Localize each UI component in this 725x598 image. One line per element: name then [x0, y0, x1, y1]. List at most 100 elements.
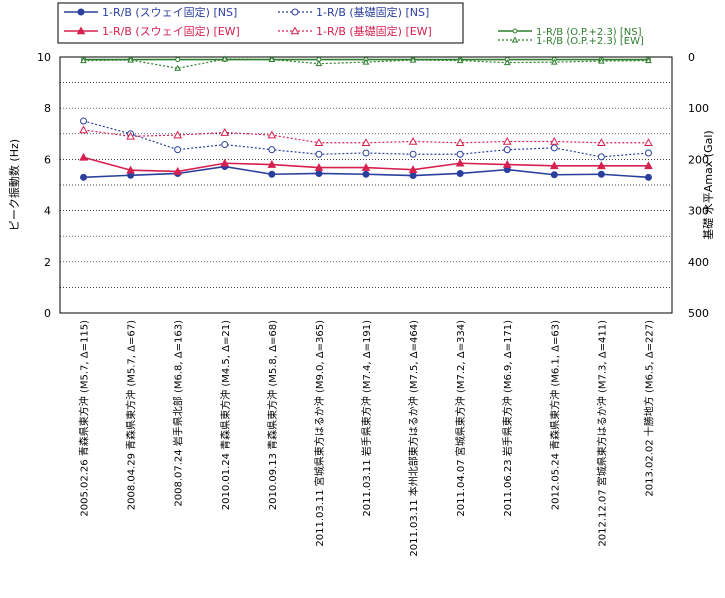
legend-item: 1-R/B (スウェイ固定) [EW] [64, 24, 240, 38]
y-axis-right: 0 100 200 300 400 500 [688, 51, 709, 320]
data-point [314, 163, 324, 171]
legend-label: 1-R/B (スウェイ固定) [NS] [102, 5, 237, 19]
data-point [502, 159, 512, 168]
data-point [174, 64, 182, 71]
data-point [267, 159, 277, 168]
x-tick-label: 2011.03.11 本州北部東方はるか沖 (M7.5, Δ=464) [407, 320, 420, 557]
x-axis-labels: 2005.02.26 青森県東方沖 (M5.7, Δ=115) 2008.04.2… [78, 320, 656, 557]
data-point [77, 8, 85, 16]
legend-box [57, 2, 464, 44]
data-point [550, 58, 558, 65]
data-point [80, 117, 88, 125]
data-point [597, 153, 605, 161]
legend-label: 1-R/B (O.P.+2.3) [EW] [536, 36, 644, 47]
data-point [315, 60, 323, 67]
legend-item: 1-R/B (スウェイ固定) [NS] [64, 5, 237, 19]
data-point [268, 146, 276, 154]
data-point [361, 163, 371, 171]
x-tick-label: 2008.04.29 青森県東方沖 (M5.7, Δ=67) [125, 320, 138, 510]
data-point [267, 130, 277, 139]
y2-tick-label: 300 [688, 205, 709, 218]
data-point [126, 165, 135, 174]
data-point [268, 170, 276, 178]
data-point [456, 57, 464, 64]
data-point [511, 36, 519, 43]
x-tick-label: 2011.06.23 岩手県東方沖 (M6.9, Δ=171) [501, 320, 514, 517]
data-point [549, 136, 559, 145]
y-tick-label: 6 [44, 153, 51, 166]
plot-area [59, 56, 673, 314]
y-axis-left: 0 2 4 6 8 10 [37, 51, 51, 320]
data-point [80, 173, 88, 181]
y2-axis-label: 基礎 水平Amax (Gal) [702, 130, 715, 239]
y-axis-label: ピーク振動数 (Hz) [7, 139, 21, 231]
x-tick-label: 2011.03.11 宮城県東方はるか沖 (M9.0, Δ=365) [313, 320, 326, 547]
data-point [315, 150, 323, 158]
data-point [362, 58, 370, 65]
series-4 [79, 125, 653, 147]
legend-item: 1-R/B (基礎固定) [EW] [278, 24, 432, 38]
data-point [502, 136, 512, 145]
data-point [175, 57, 181, 63]
series-layer [79, 55, 653, 181]
data-point [644, 161, 653, 170]
data-point [503, 59, 511, 66]
data-point [597, 138, 606, 147]
data-point [173, 166, 183, 175]
x-tick-label: 2012.12.07 宮城県東方はるか沖 (M7.3, Δ=411) [595, 320, 608, 547]
data-point [644, 149, 652, 157]
data-point [174, 146, 182, 154]
legend: 1-R/B (スウェイ固定) [NS] 1-R/B (スウェイ固定) [EW] 1-… [57, 2, 644, 47]
data-point [644, 138, 653, 147]
legend-item: 1-R/B (基礎固定) [NS] [278, 5, 429, 19]
grid-layer [60, 82, 672, 288]
x-tick-label: 2010.09.13 青森県東方沖 (M5.8, Δ=68) [266, 320, 279, 510]
data-point [644, 173, 652, 181]
legend-label: 1-R/B (基礎固定) [EW] [316, 24, 432, 38]
x-tick-label: 2010.01.24 青森県東方沖 (M4.5, Δ=21) [219, 320, 232, 510]
x-tick-label: 2011.04.07 宮城県東方沖 (M7.2, Δ=334) [454, 320, 467, 517]
data-point [80, 57, 87, 64]
data-point [503, 146, 511, 154]
y2-tick-label: 200 [688, 153, 709, 166]
data-point [512, 28, 518, 34]
y-tick-label: 2 [44, 256, 51, 269]
x-tick-label: 2005.02.26 青森県東方沖 (M5.7, Δ=115) [78, 320, 91, 517]
series-2 [79, 152, 653, 175]
data-point [409, 150, 417, 158]
y-tick-label: 8 [44, 102, 51, 115]
data-point [220, 158, 230, 167]
y2-tick-label: 500 [688, 307, 709, 320]
data-point [409, 172, 417, 180]
y-tick-label: 10 [37, 51, 51, 64]
data-point [127, 56, 134, 63]
data-point [408, 165, 418, 173]
data-point [315, 169, 323, 177]
legend-label: 1-R/B (基礎固定) [NS] [316, 5, 429, 19]
data-point [597, 161, 606, 170]
legend-item: 1-R/B (O.P.+2.3) [EW] [498, 36, 644, 47]
x-tick-label: 2012.05.24 青森県東方沖 (M6.1, Δ=63) [548, 320, 561, 510]
y2-tick-label: 100 [688, 102, 709, 115]
data-point [268, 56, 276, 63]
data-point [550, 171, 558, 179]
data-point [362, 170, 370, 178]
y-tick-label: 4 [44, 205, 51, 218]
x-tick-label: 2011.03.11 岩手県東方沖 (M7.4, Δ=191) [360, 320, 373, 517]
y2-tick-label: 0 [688, 51, 695, 64]
y-tick-label: 0 [44, 307, 51, 320]
data-point [221, 141, 229, 149]
data-point [550, 144, 558, 152]
series-3 [80, 117, 652, 161]
data-point [290, 26, 300, 35]
y2-tick-label: 400 [688, 256, 709, 269]
series-1 [80, 163, 652, 181]
legend-item: 1-R/B (O.P.+2.3) [NS] [498, 27, 642, 38]
data-point [361, 138, 371, 147]
data-point [456, 150, 464, 158]
data-point [126, 131, 135, 140]
data-point [597, 170, 605, 178]
series-6 [80, 55, 652, 71]
x-tick-label: 2013.02.02 十勝地方 (M6.5, Δ=227) [642, 320, 655, 497]
